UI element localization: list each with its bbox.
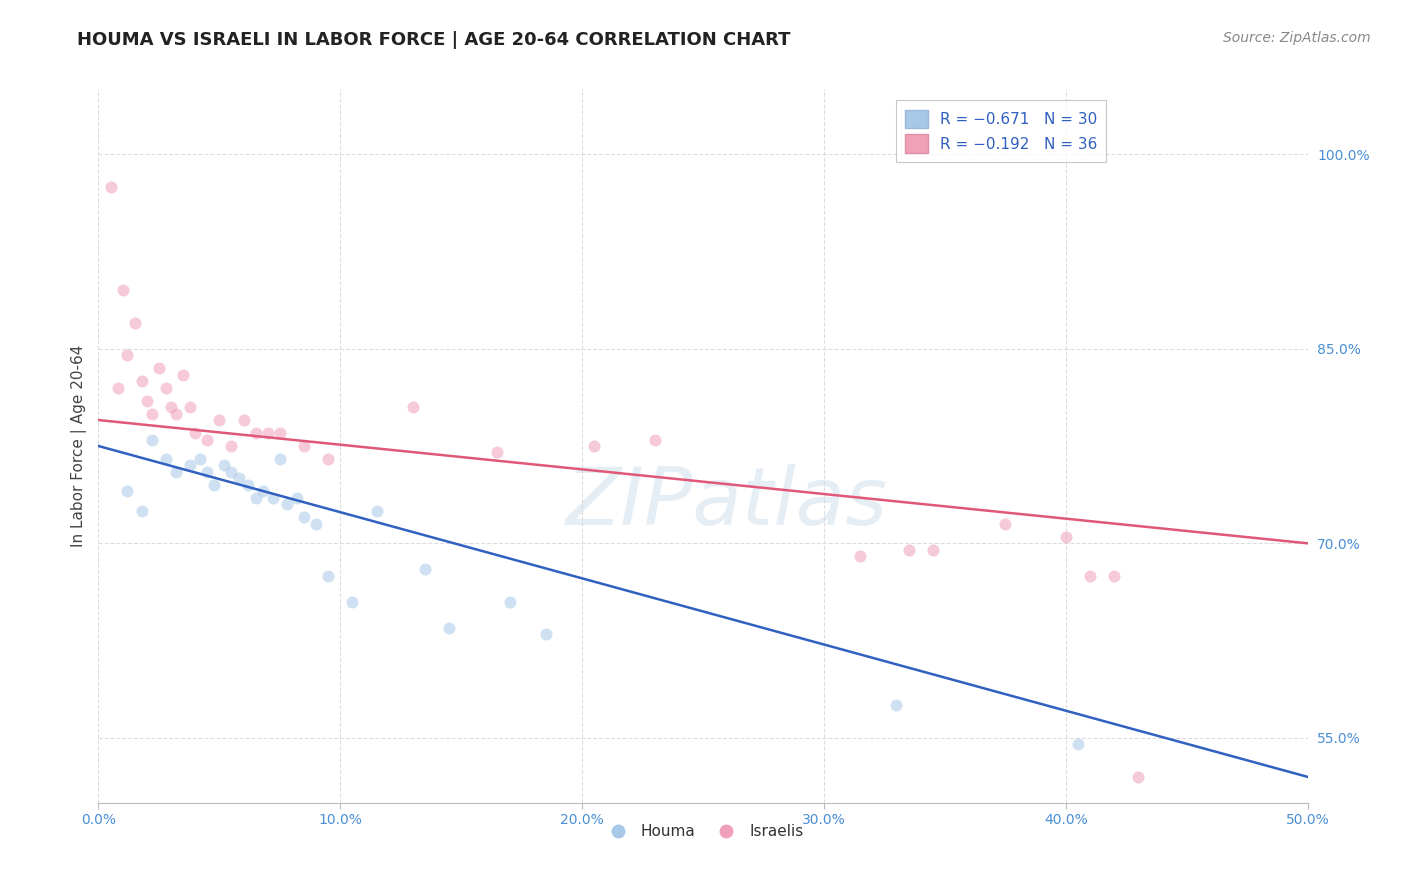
Point xyxy=(124,316,146,330)
Point xyxy=(165,407,187,421)
Point xyxy=(232,413,254,427)
Point xyxy=(534,627,557,641)
Y-axis label: In Labor Force | Age 20-64: In Labor Force | Age 20-64 xyxy=(72,345,87,547)
Point xyxy=(486,445,509,459)
Point xyxy=(100,179,122,194)
Point xyxy=(195,433,218,447)
Point xyxy=(107,381,129,395)
Point xyxy=(212,458,235,473)
Point xyxy=(179,458,201,473)
Point xyxy=(238,478,260,492)
Point xyxy=(644,433,666,447)
Point xyxy=(245,425,267,440)
Point xyxy=(292,510,315,524)
Point xyxy=(155,452,177,467)
Point xyxy=(402,400,425,414)
Point xyxy=(1067,738,1090,752)
Point xyxy=(131,504,153,518)
Text: HOUMA VS ISRAELI IN LABOR FORCE | AGE 20-64 CORRELATION CHART: HOUMA VS ISRAELI IN LABOR FORCE | AGE 20… xyxy=(77,31,790,49)
Point xyxy=(285,491,308,505)
Point xyxy=(316,568,339,582)
Point xyxy=(897,542,920,557)
Point xyxy=(252,484,274,499)
Point xyxy=(188,452,211,467)
Point xyxy=(292,439,315,453)
Point xyxy=(1128,770,1150,784)
Point xyxy=(141,433,163,447)
Point xyxy=(179,400,201,414)
Point xyxy=(994,516,1017,531)
Point xyxy=(221,465,243,479)
Point xyxy=(276,497,298,511)
Point xyxy=(148,361,170,376)
Point xyxy=(131,374,153,388)
Point xyxy=(141,407,163,421)
Point xyxy=(117,484,139,499)
Point xyxy=(172,368,194,382)
Point xyxy=(269,425,291,440)
Point xyxy=(1054,530,1077,544)
Point xyxy=(316,452,339,467)
Point xyxy=(342,595,364,609)
Point xyxy=(155,381,177,395)
Legend: Houma, Israelis: Houma, Israelis xyxy=(596,818,810,845)
Point xyxy=(117,348,139,362)
Point xyxy=(256,425,278,440)
Point xyxy=(305,516,328,531)
Point xyxy=(160,400,183,414)
Point xyxy=(921,542,943,557)
Point xyxy=(228,471,250,485)
Point xyxy=(366,504,388,518)
Point xyxy=(262,491,284,505)
Point xyxy=(195,465,218,479)
Point xyxy=(221,439,243,453)
Point xyxy=(165,465,187,479)
Text: ZIPatlas: ZIPatlas xyxy=(567,464,889,542)
Point xyxy=(413,562,436,576)
Point xyxy=(1102,568,1125,582)
Point xyxy=(583,439,606,453)
Point xyxy=(111,283,134,297)
Point xyxy=(849,549,872,564)
Point xyxy=(269,452,291,467)
Point xyxy=(184,425,207,440)
Point xyxy=(208,413,231,427)
Point xyxy=(1078,568,1101,582)
Point xyxy=(245,491,267,505)
Point xyxy=(437,621,460,635)
Point xyxy=(886,698,908,713)
Point xyxy=(135,393,157,408)
Point xyxy=(498,595,520,609)
Point xyxy=(204,478,226,492)
Text: Source: ZipAtlas.com: Source: ZipAtlas.com xyxy=(1223,31,1371,45)
